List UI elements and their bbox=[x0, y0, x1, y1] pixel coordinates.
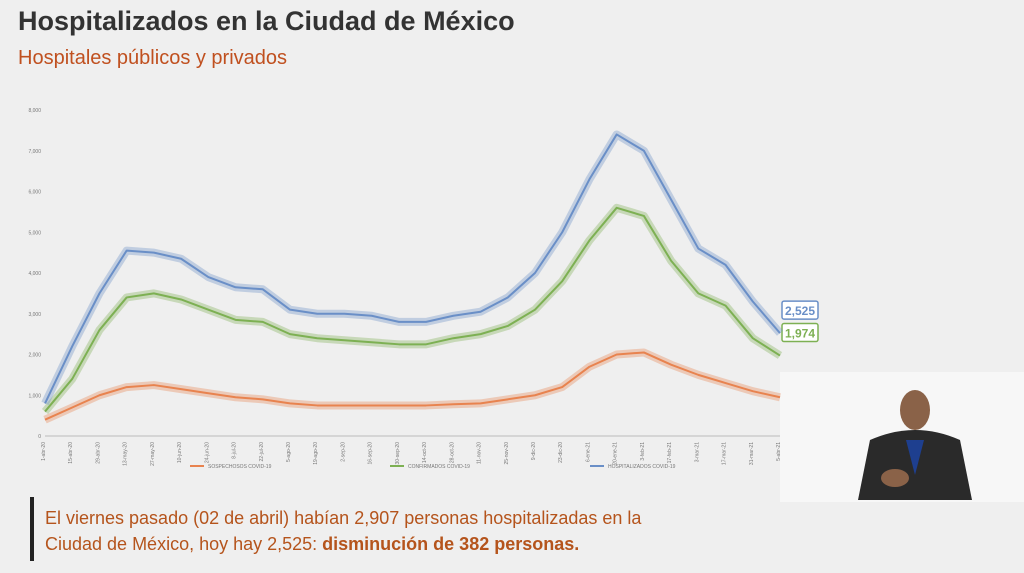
y-tick-label: 6,000 bbox=[28, 190, 41, 196]
subtitle: Hospitales públicos y privados bbox=[18, 47, 287, 69]
y-tick-label: 5,000 bbox=[28, 230, 41, 236]
series-line bbox=[44, 351, 781, 421]
legend-label: CONFIRMADOS COVID-19 bbox=[408, 464, 470, 470]
interpreter bbox=[780, 372, 1024, 502]
caption-bar bbox=[30, 497, 34, 561]
x-tick-label: 27-may-20 bbox=[150, 442, 156, 466]
chart: 0 1,000 2,000 3,000 4,000 5,000 6,000 7,000 8,00… bbox=[28, 108, 819, 470]
x-tick-label: 17-mar-21 bbox=[722, 442, 728, 465]
x-tick-label: 24-jun-20 bbox=[204, 442, 210, 463]
x-tick-label: 25-nov-20 bbox=[504, 442, 510, 465]
y-tick-label: 3,000 bbox=[28, 312, 41, 318]
hands bbox=[881, 469, 909, 487]
y-tick-label: 0 bbox=[38, 434, 41, 440]
x-tick-label: 6-ene-21 bbox=[585, 442, 591, 462]
x-tick-label: 17-feb-21 bbox=[667, 442, 673, 464]
x-tick-label: 3-mar-21 bbox=[694, 442, 700, 463]
x-tick-label: 30-sep-20 bbox=[395, 442, 401, 465]
x-tick-label: 1-abr-20 bbox=[41, 442, 47, 461]
legend-label: HOSPITALIZADOS COVID-19 bbox=[608, 464, 676, 470]
x-tick-label: 13-may-20 bbox=[123, 442, 129, 466]
title: Hospitalizados en la Ciudad de México bbox=[18, 6, 515, 36]
series-line bbox=[44, 206, 781, 413]
x-tick-label: 19-ago-20 bbox=[313, 442, 319, 465]
y-tick-label: 1,000 bbox=[28, 393, 41, 399]
caption-line: El viernes pasado (02 de abril) habían 2… bbox=[45, 508, 642, 528]
x-tick-label: 8-jul-20 bbox=[232, 442, 238, 459]
x-tick-label: 10-jun-20 bbox=[177, 442, 183, 463]
x-tick-label: 9-dic-20 bbox=[531, 442, 537, 460]
x-tick-label: 11-nov-20 bbox=[477, 442, 483, 464]
y-tick-label: 8,000 bbox=[28, 108, 41, 114]
x-tick-label: 5-ago-20 bbox=[286, 442, 292, 462]
value-label-box bbox=[781, 300, 819, 320]
y-tick-label: 2,000 bbox=[28, 353, 41, 359]
caption-line: Ciudad de México, hoy hay 2,525: disminu… bbox=[45, 534, 579, 554]
x-tick-label: 14-oct-20 bbox=[422, 442, 428, 463]
head bbox=[900, 390, 930, 430]
caption-text: Ciudad de México, hoy hay 2,525: bbox=[45, 534, 322, 554]
x-tick-label: 20-ene-21 bbox=[613, 442, 619, 465]
series-line bbox=[44, 133, 781, 404]
x-tick-label: 15-abr-20 bbox=[68, 442, 74, 464]
x-tick-label: 22-jul-20 bbox=[259, 442, 265, 462]
x-tick-label: 23-dic-20 bbox=[558, 442, 564, 463]
x-tick-label: 31-mar-21 bbox=[749, 442, 755, 465]
x-tick-label: 16-sep-20 bbox=[368, 442, 374, 465]
tie bbox=[906, 440, 924, 475]
value-label: 2,525 bbox=[785, 304, 815, 318]
value-label-box bbox=[781, 322, 819, 343]
value-label: 1,974 bbox=[785, 327, 815, 341]
x-tick-label: 2-sep-20 bbox=[340, 442, 346, 462]
x-tick-label: 29-abr-20 bbox=[95, 442, 101, 464]
y-tick-label: 4,000 bbox=[28, 271, 41, 277]
x-tick-label: 3-feb-21 bbox=[640, 442, 646, 461]
legend-label: SOSPECHOSOS COVID-19 bbox=[208, 464, 272, 470]
caption-bold: disminución de 382 personas. bbox=[322, 534, 579, 554]
x-tick-label: 5-abr-21 bbox=[776, 442, 782, 461]
y-tick-label: 7,000 bbox=[28, 149, 41, 155]
x-tick-label: 28-oct-20 bbox=[449, 442, 455, 463]
